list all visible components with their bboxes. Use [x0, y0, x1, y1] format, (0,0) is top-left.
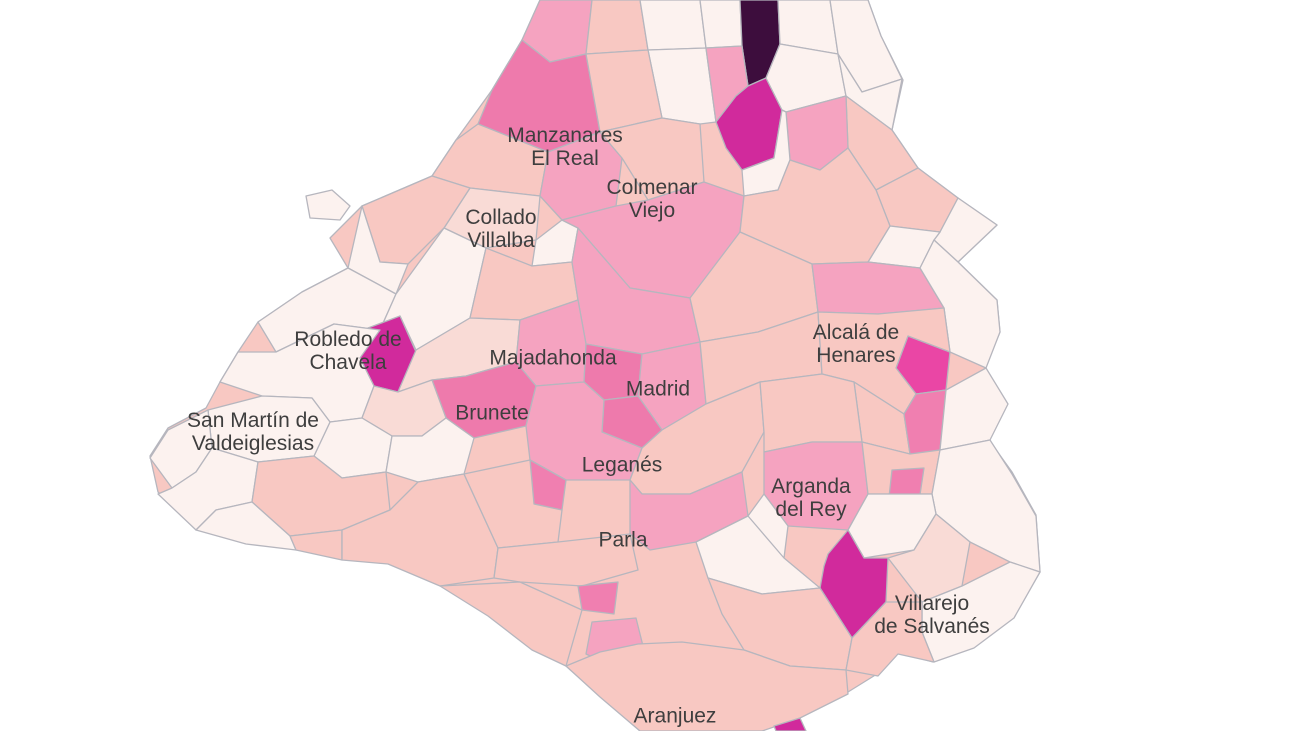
municipality-cell-38[interactable] [919, 239, 1001, 369]
municipality-cell-14[interactable] [585, 49, 663, 133]
municipality-cell-85[interactable] [773, 717, 807, 731]
municipality-cell-74[interactable] [577, 581, 619, 615]
municipality-cell-84[interactable] [565, 641, 849, 731]
municipalities-group [149, 0, 1041, 731]
municipality-cell-69[interactable] [289, 529, 343, 561]
municipality-cell-52[interactable] [939, 367, 1009, 451]
municipality-cell-30[interactable] [305, 189, 351, 221]
municipality-cell-72[interactable] [493, 533, 639, 587]
municipality-cell-03[interactable] [639, 0, 707, 51]
municipality-cell-04[interactable] [699, 0, 743, 49]
municipality-cell-70[interactable] [341, 473, 499, 587]
municipality-cell-81[interactable] [845, 601, 935, 677]
municipality-cell-61[interactable] [759, 373, 863, 453]
municipality-cell-12[interactable] [837, 53, 903, 131]
municipality-cell-02[interactable] [585, 0, 649, 55]
